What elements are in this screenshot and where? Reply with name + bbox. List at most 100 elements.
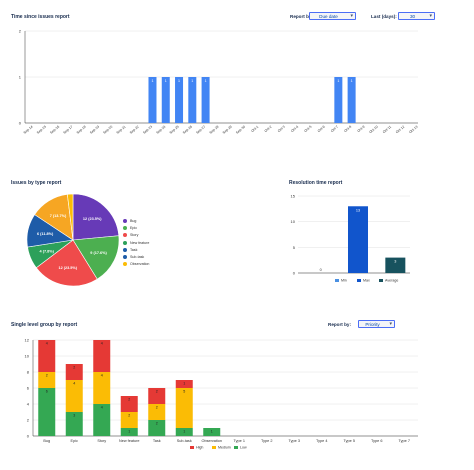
pie-slice-label: 12 (23.5%) <box>83 217 102 221</box>
issues-by-type-title: Issues by type report <box>11 180 62 186</box>
stacked-bar-segment <box>65 364 83 380</box>
stacked-bar-segment <box>38 340 56 372</box>
y-tick-label: 10 <box>291 219 296 224</box>
x-tick-label: Type 5 <box>344 439 355 443</box>
bar-value-label: 4 <box>46 342 48 346</box>
bar-value-label: 1 <box>178 79 180 83</box>
stacked-bar-segment <box>93 372 111 404</box>
x-tick-label: Oct-1 <box>250 125 259 133</box>
bar-value-label: 2 <box>128 414 130 418</box>
bar-value-label: 3 <box>394 260 396 264</box>
legend-label: Story <box>130 233 139 238</box>
stacked-bar-segment <box>38 372 56 388</box>
bar-value-label: 1 <box>337 79 339 83</box>
bar-value-label: 1 <box>191 79 193 83</box>
stacked-bar-segment <box>120 412 138 428</box>
y-tick-label: 1 <box>19 75 22 80</box>
x-tick-label: Oct-11 <box>382 125 392 135</box>
legend-swatch <box>123 262 127 267</box>
x-tick-label: Sep-27 <box>195 125 206 135</box>
y-tick-label: 0 <box>27 434 30 439</box>
x-tick-label: Sep-29 <box>222 125 233 135</box>
last-days-value: 30 <box>409 14 416 19</box>
legend-item: Epic <box>123 226 137 231</box>
priority-select[interactable]: Priority ▾ <box>358 320 395 328</box>
legend-label: Observation <box>130 262 150 267</box>
bar-value-label: 0 <box>320 268 322 272</box>
resolution-time-title: Resolution time report <box>289 180 343 186</box>
stacked-bar-segment <box>65 380 83 412</box>
single-level-title: Single level group by report <box>11 322 78 328</box>
bar-value-label: 1 <box>165 79 167 83</box>
x-tick-label: Type 3 <box>289 439 300 443</box>
x-tick-label: Oct-4 <box>290 125 299 133</box>
stacked-bar-segment <box>148 388 166 404</box>
x-tick-label: Sep-28 <box>209 125 220 135</box>
y-tick-label: 8 <box>27 370 30 375</box>
y-tick-label: 2 <box>19 29 22 34</box>
y-tick-label: 4 <box>27 402 30 407</box>
resolution-bar <box>348 206 368 273</box>
legend-swatch <box>357 279 361 282</box>
x-tick-label: Oct-10 <box>368 125 378 135</box>
legend-swatch <box>123 255 127 260</box>
legend-swatch <box>190 446 194 449</box>
legend-label: Low <box>240 446 247 450</box>
chevron-down-icon: ▾ <box>389 321 392 327</box>
x-tick-label: Oct-7 <box>330 125 339 133</box>
x-tick-label: Oct-3 <box>277 125 286 133</box>
x-tick-label: New feature <box>119 439 139 443</box>
last-days-label: Last (days): <box>371 14 397 19</box>
legend-label: Min <box>341 279 347 283</box>
bar-value-label: 4 <box>101 374 103 378</box>
y-tick-label: 6 <box>27 386 30 391</box>
bar-value-label: 1 <box>211 430 213 434</box>
legend-label: New feature <box>130 240 150 245</box>
pie-slice <box>72 193 120 241</box>
bar-value-label: 2 <box>156 390 158 394</box>
x-tick-label: Sub-task <box>177 439 192 443</box>
x-tick-label: Sep-20 <box>102 125 113 135</box>
bar <box>334 77 343 123</box>
stacked-bar-segment <box>148 404 166 420</box>
pie-slice-label: 6 (11.8%) <box>37 232 54 236</box>
single-report-by-label: Report by: <box>328 322 351 327</box>
last-days-select[interactable]: 30 ▾ <box>398 12 435 20</box>
bar-value-label: 2 <box>156 422 158 426</box>
resolution-bar <box>385 257 406 273</box>
x-tick-label: Type 7 <box>399 439 410 443</box>
bar-value-label: 4 <box>101 406 103 410</box>
priority-value: Priority <box>365 322 380 327</box>
legend-swatch <box>123 247 127 252</box>
stacked-bar-segment <box>120 428 138 436</box>
x-tick-label: Sep-14 <box>23 125 34 135</box>
stacked-bar-segment <box>65 412 83 436</box>
x-tick-label: Oct-2 <box>264 125 273 133</box>
bar <box>148 77 157 123</box>
y-tick-label: 0 <box>293 271 296 276</box>
legend-swatch <box>379 279 383 282</box>
x-tick-label: Sep-18 <box>76 125 87 135</box>
report-by-select[interactable]: Due date ▾ <box>309 12 356 20</box>
x-tick-label: Oct-5 <box>304 125 313 133</box>
legend-swatch <box>212 446 216 449</box>
x-tick-label: Oct-8 <box>343 125 352 133</box>
legend-label: Medium <box>218 446 231 450</box>
issues-pie-chart: 12 (23.5%) 9 (17.6%) 12 (23.5%) 4 (7.8%) 6 (… <box>26 193 120 287</box>
legend-swatch <box>123 233 127 238</box>
bar-value-label: 4 <box>73 382 75 386</box>
legend-swatch <box>123 219 127 224</box>
stacked-bar-segment <box>120 396 138 412</box>
pie-slice-label: 12 (23.5%) <box>58 266 77 270</box>
legend-item: Bug <box>123 219 137 224</box>
x-tick-label: Story <box>97 439 106 443</box>
bar-value-label: 2 <box>73 366 75 370</box>
legend-label: Bug <box>130 219 137 223</box>
stacked-bar-segment <box>175 380 193 388</box>
legend-swatch <box>234 446 238 449</box>
stacked-bar-segment <box>203 428 221 436</box>
bar <box>188 77 197 123</box>
legend-swatch <box>123 240 127 245</box>
pie-slice <box>35 239 98 287</box>
